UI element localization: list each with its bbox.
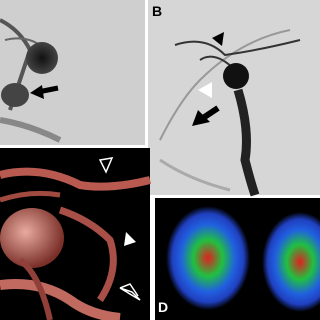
panel-b: B [148,0,320,197]
panel-label: B [152,3,162,19]
panel-d: D [155,198,320,320]
panel-a [0,0,145,145]
panel-label: D [158,299,168,315]
panel-c [0,148,151,320]
